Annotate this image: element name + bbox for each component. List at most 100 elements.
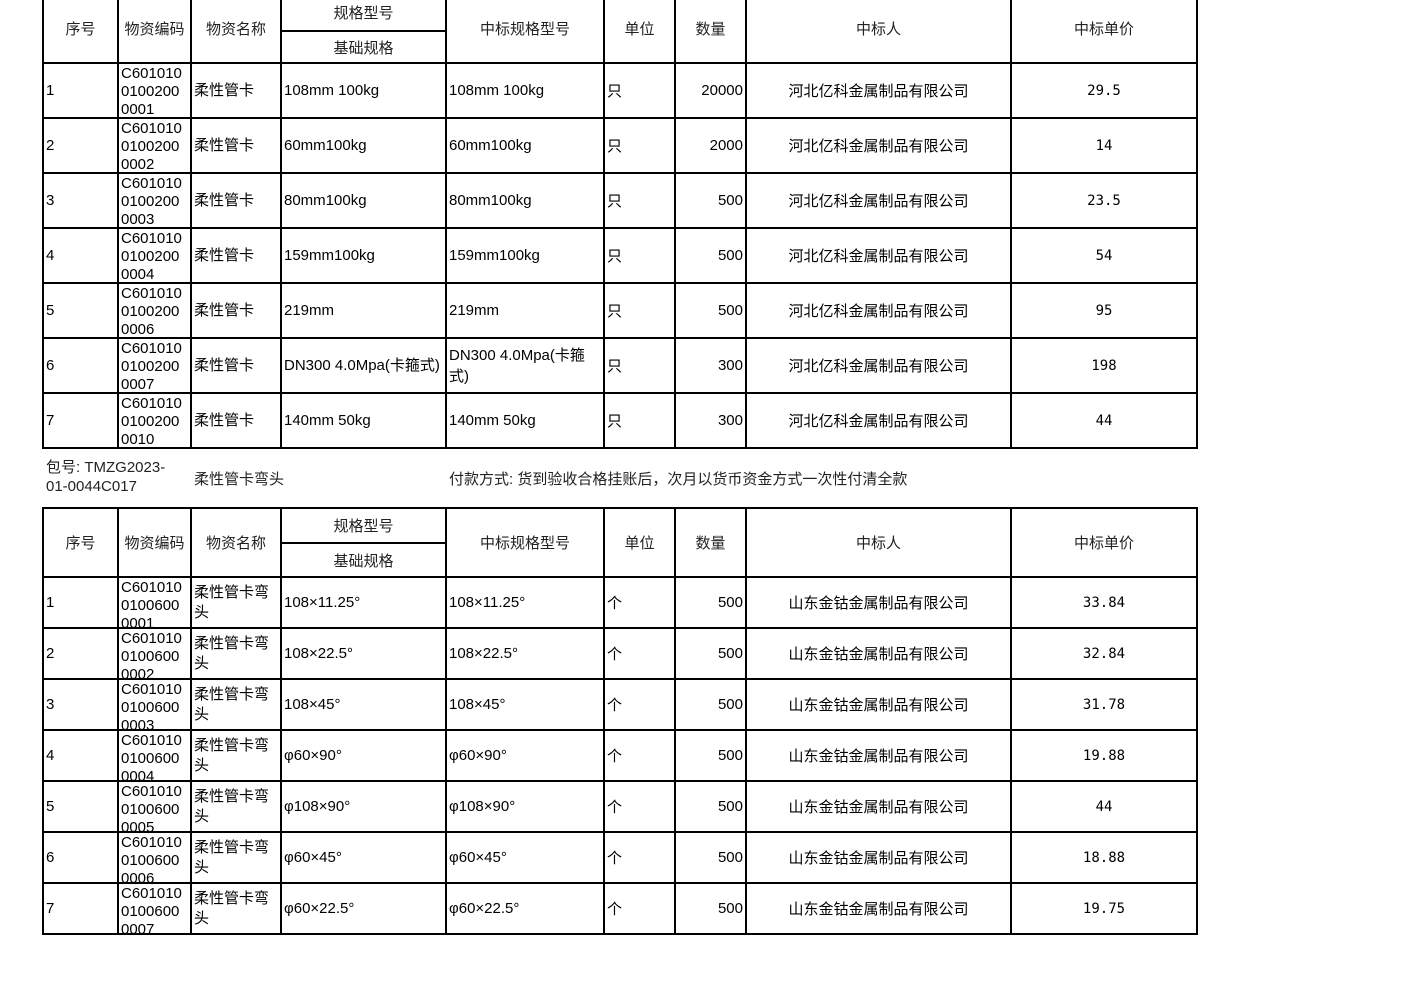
cell-spec: 60mm100kg (280, 117, 447, 174)
material-code: C60101001006000001 (121, 579, 182, 627)
cell-price: 44 (1010, 780, 1198, 833)
cell-name: 柔性管卡 (190, 337, 282, 394)
table-row: 1 C60101001002000001 柔性管卡 108mm 100kg 108mm … (42, 62, 1198, 119)
cell-winner: 山东金钴金属制品有限公司 (745, 831, 1012, 884)
material-code: C60101001006000003 (121, 681, 182, 729)
cell-winner: 山东金钴金属制品有限公司 (745, 729, 1012, 782)
cell-spec: 108mm 100kg (280, 62, 447, 119)
cell-winner: 山东金钴金属制品有限公司 (745, 678, 1012, 731)
header-seq: 序号 (42, 0, 119, 64)
material-code: C60101001002000007 (121, 340, 182, 392)
cell-spec: φ60×45° (280, 831, 447, 884)
cell-qty: 300 (674, 337, 747, 394)
cell-name: 柔性管卡 (190, 392, 282, 449)
cell-name: 柔性管卡弯头 (190, 576, 282, 629)
cell-qty: 500 (674, 576, 747, 629)
cell-code: C60101001002000003 (117, 172, 192, 229)
cell-winner: 河北亿科金属制品有限公司 (745, 172, 1012, 229)
cell-seq: 1 (42, 62, 119, 119)
cell-seq: 7 (42, 392, 119, 449)
cell-qty: 500 (674, 227, 747, 284)
cell-seq: 1 (42, 576, 119, 629)
cell-price: 95 (1010, 282, 1198, 339)
cell-code: C60101001002000001 (117, 62, 192, 119)
cell-name: 柔性管卡弯头 (190, 627, 282, 680)
cell-seq: 2 (42, 627, 119, 680)
table-row: 4 C60101001006000004 柔性管卡弯头 φ60×90° φ60×90° 个… (42, 729, 1198, 782)
header-spec: 规格型号 (280, 0, 447, 32)
cell-code: C60101001006000004 (117, 729, 192, 782)
material-code: C60101001006000004 (121, 732, 182, 780)
header-bid-spec: 中标规格型号 (445, 0, 605, 64)
cell-code: C60101001006000007 (117, 882, 192, 935)
material-code: C60101001002000002 (121, 120, 182, 172)
cell-unit: 个 (603, 729, 676, 782)
cell-unit: 个 (603, 678, 676, 731)
header-price: 中标单价 (1010, 507, 1198, 578)
cell-price: 14 (1010, 117, 1198, 174)
cell-name: 柔性管卡 (190, 62, 282, 119)
table-row: 7 C60101001002000010 柔性管卡 140mm 50kg 140mm 5… (42, 392, 1198, 449)
cell-code: C60101001002000010 (117, 392, 192, 449)
table-row: 6 C60101001006000006 柔性管卡弯头 φ60×45° φ60×45° 个… (42, 831, 1198, 884)
cell-unit: 只 (603, 392, 676, 449)
cell-unit: 个 (603, 882, 676, 935)
cell-qty: 500 (674, 678, 747, 731)
cell-seq: 5 (42, 282, 119, 339)
cell-code: C60101001006000005 (117, 780, 192, 833)
material-code: C60101001002000003 (121, 175, 182, 227)
cell-spec: DN300 4.0Mpa(卡箍式) (280, 337, 447, 394)
cell-seq: 5 (42, 780, 119, 833)
cell-price: 23.5 (1010, 172, 1198, 229)
table-row: 3 C60101001002000003 柔性管卡 80mm100kg 80mm100k… (42, 172, 1198, 229)
cell-code: C60101001002000007 (117, 337, 192, 394)
cell-bid-spec: φ60×90° (445, 729, 605, 782)
cell-spec: 140mm 50kg (280, 392, 447, 449)
cell-seq: 4 (42, 227, 119, 284)
header-price: 中标单价 (1010, 0, 1198, 64)
cell-price: 29.5 (1010, 62, 1198, 119)
header-name: 物资名称 (190, 507, 282, 578)
cell-seq: 3 (42, 172, 119, 229)
cell-bid-spec: 80mm100kg (445, 172, 605, 229)
cell-bid-spec: 108mm 100kg (445, 62, 605, 119)
cell-price: 44 (1010, 392, 1198, 449)
cell-spec: 159mm100kg (280, 227, 447, 284)
material-code: C60101001002000010 (121, 395, 182, 447)
material-code: C60101001006000002 (121, 630, 182, 678)
cell-unit: 个 (603, 780, 676, 833)
cell-qty: 500 (674, 627, 747, 680)
header-bid-spec: 中标规格型号 (445, 507, 605, 578)
header-seq: 序号 (42, 507, 119, 578)
cell-spec: 108×22.5° (280, 627, 447, 680)
header-spec: 规格型号 (280, 507, 447, 544)
cell-price: 18.88 (1010, 831, 1198, 884)
cell-winner: 山东金钴金属制品有限公司 (745, 576, 1012, 629)
header-winner: 中标人 (745, 507, 1012, 578)
cell-bid-spec: 108×45° (445, 678, 605, 731)
cell-winner: 河北亿科金属制品有限公司 (745, 337, 1012, 394)
cell-seq: 6 (42, 337, 119, 394)
cell-bid-spec: 219mm (445, 282, 605, 339)
cell-price: 19.88 (1010, 729, 1198, 782)
cell-name: 柔性管卡 (190, 117, 282, 174)
cell-bid-spec: 60mm100kg (445, 117, 605, 174)
cell-winner: 河北亿科金属制品有限公司 (745, 282, 1012, 339)
package-name: 柔性管卡弯头 (194, 471, 285, 488)
cell-seq: 7 (42, 882, 119, 935)
cell-winner: 河北亿科金属制品有限公司 (745, 62, 1012, 119)
header-code: 物资编码 (117, 0, 192, 64)
cell-unit: 只 (603, 117, 676, 174)
material-code: C60101001002000004 (121, 230, 182, 282)
table-row: 5 C60101001002000006 柔性管卡 219mm 219mm 只 500 河北亿… (42, 282, 1198, 339)
cell-code: C60101001006000001 (117, 576, 192, 629)
cell-qty: 500 (674, 780, 747, 833)
table-row: 3 C60101001006000003 柔性管卡弯头 108×45° 108×45° 个… (42, 678, 1198, 731)
cell-unit: 个 (603, 831, 676, 884)
cell-winner: 河北亿科金属制品有限公司 (745, 392, 1012, 449)
cell-unit: 只 (603, 282, 676, 339)
cell-spec: 219mm (280, 282, 447, 339)
cell-seq: 3 (42, 678, 119, 731)
cell-price: 32.84 (1010, 627, 1198, 680)
cell-code: C60101001002000004 (117, 227, 192, 284)
